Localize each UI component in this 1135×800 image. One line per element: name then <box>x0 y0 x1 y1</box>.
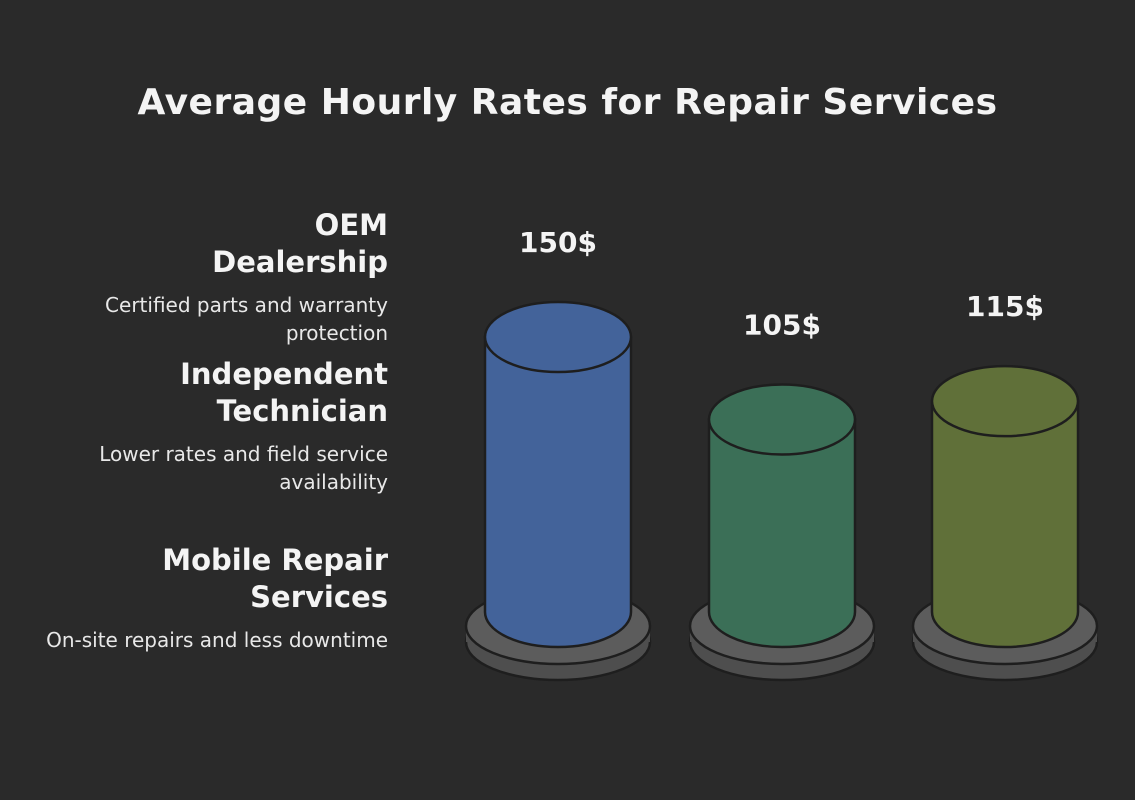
category-description: On-site repairs and less downtime <box>46 628 388 652</box>
category-item-independent: Independent Technician Lower rates and f… <box>40 356 388 496</box>
value-label: 150$ <box>519 226 597 259</box>
category-description: Lower rates and field service availabili… <box>99 442 388 494</box>
cylinder-top <box>707 383 857 456</box>
cylinder-bar <box>707 418 857 649</box>
cylinder-top <box>483 300 633 374</box>
value-label: 115$ <box>966 290 1044 323</box>
category-description: Certified parts and warranty protection <box>105 293 388 345</box>
category-item-oem: OEM Dealership Certified parts and warra… <box>40 207 388 347</box>
value-label: 105$ <box>743 309 821 342</box>
category-item-mobile: Mobile Repair Services On-site repairs a… <box>40 542 388 654</box>
category-heading: Mobile Repair Services <box>162 543 388 614</box>
cylinder-bar <box>930 399 1080 649</box>
cylinder-top <box>930 364 1080 438</box>
chart-title: Average Hourly Rates for Repair Services <box>137 82 998 123</box>
category-heading: OEM Dealership <box>212 208 388 279</box>
cylinder-bar <box>483 335 633 649</box>
category-heading: Independent Technician <box>180 357 388 428</box>
